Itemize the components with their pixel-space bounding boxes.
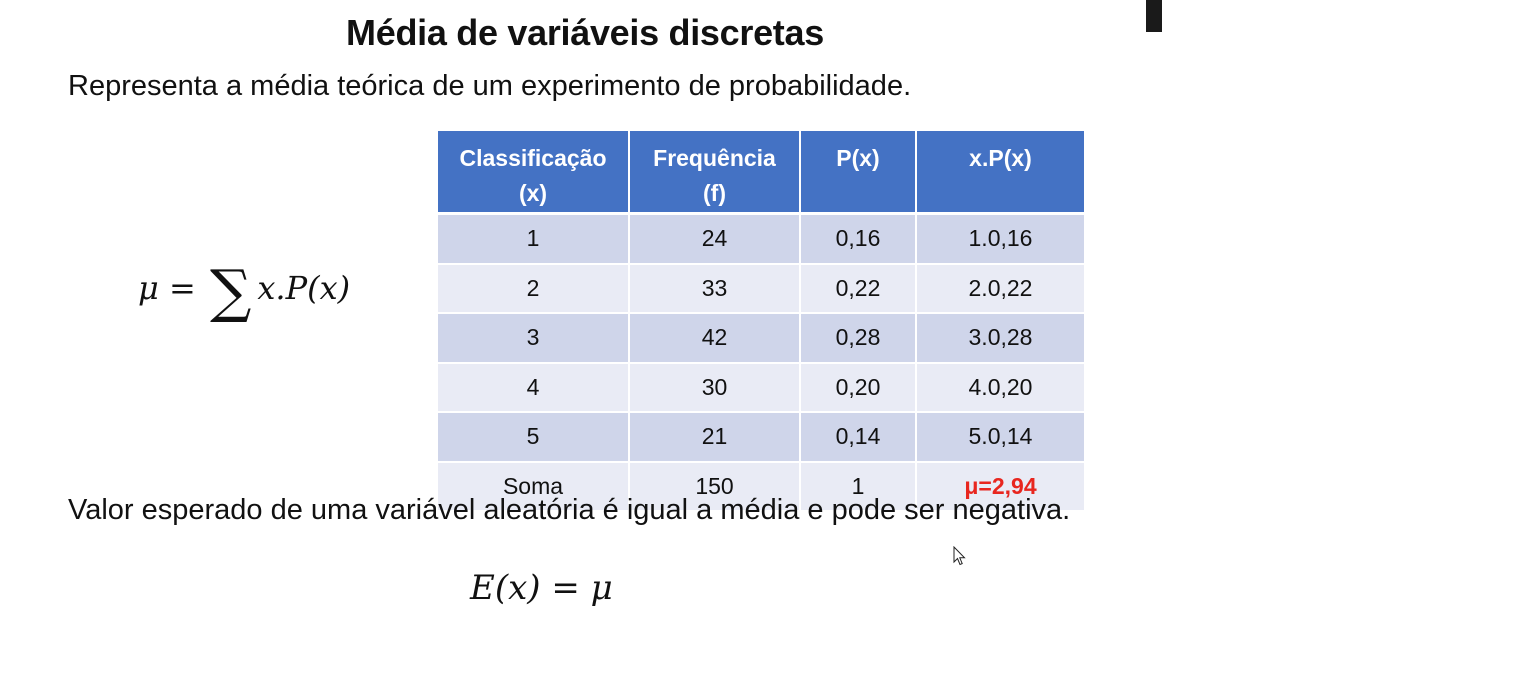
table-row: 1 24 0,16 1.0,16 — [438, 213, 1084, 265]
table-cell: 4.0,20 — [916, 362, 1084, 413]
screen-edge-block — [1146, 0, 1162, 32]
table-row: 5 21 0,14 5.0,14 — [438, 412, 1084, 463]
table-cell: 21 — [629, 412, 801, 463]
table-cell: 1.0,16 — [916, 213, 1084, 265]
frequency-table: Classificação (x) Frequência (f) P(x) x.… — [438, 131, 1084, 512]
table-cell: 1 — [438, 213, 630, 265]
table-cell: 0,22 — [800, 263, 917, 314]
mean-result: μ=2,94 — [916, 461, 1084, 512]
table-cell: 0,28 — [800, 313, 917, 364]
expected-formula-lhs: E(x) — [470, 568, 541, 608]
slide-title: Média de variáveis discretas — [346, 12, 824, 53]
summation-symbol: ∑ — [209, 257, 252, 325]
mean-formula-rhs: x.P(x) — [257, 269, 351, 307]
table-row: 2 33 0,22 2.0,22 — [438, 263, 1084, 314]
total-label: Soma — [438, 461, 630, 512]
mean-formula: μ = ∑ x.P(x) — [138, 262, 350, 320]
table-row: 4 30 0,20 4.0,20 — [438, 362, 1084, 413]
expected-formula-rhs: μ — [590, 568, 613, 608]
header-frequencia: Frequência (f) — [629, 131, 801, 215]
expected-value-formula: E(x) = μ — [470, 568, 613, 608]
table-row: 3 42 0,28 3.0,28 — [438, 313, 1084, 364]
table-cell: 33 — [629, 263, 801, 314]
table-cell: 2.0,22 — [916, 263, 1084, 314]
mean-formula-lhs: μ — [138, 269, 159, 307]
table-cell: 5 — [438, 412, 630, 463]
expected-formula-equals: = — [551, 568, 580, 608]
table-total-row: Soma 150 1 μ=2,94 — [438, 461, 1084, 512]
header-classificacao: Classificação (x) — [438, 131, 630, 215]
header-probability: P(x) — [800, 131, 917, 215]
table-header-row: Classificação (x) Frequência (f) P(x) x.… — [438, 131, 1084, 215]
mouse-pointer-icon — [953, 546, 966, 566]
table-cell: 4 — [438, 362, 630, 413]
table-cell: 3 — [438, 313, 630, 364]
expected-value-text: Valor esperado de uma variável aleatória… — [68, 494, 1071, 526]
table-cell: 2 — [438, 263, 630, 314]
table-cell: 42 — [629, 313, 801, 364]
table-cell: 24 — [629, 213, 801, 265]
table-cell: 30 — [629, 362, 801, 413]
table-cell: 5.0,14 — [916, 412, 1084, 463]
table-cell: 3.0,28 — [916, 313, 1084, 364]
header-x-times-probability: x.P(x) — [916, 131, 1084, 215]
table-cell: 0,20 — [800, 362, 917, 413]
mean-formula-equals: = — [168, 269, 196, 307]
table-cell: 0,14 — [800, 412, 917, 463]
total-probability: 1 — [800, 461, 917, 512]
intro-text: Representa a média teórica de um experim… — [68, 70, 912, 102]
table-cell: 0,16 — [800, 213, 917, 265]
total-frequency: 150 — [629, 461, 801, 512]
